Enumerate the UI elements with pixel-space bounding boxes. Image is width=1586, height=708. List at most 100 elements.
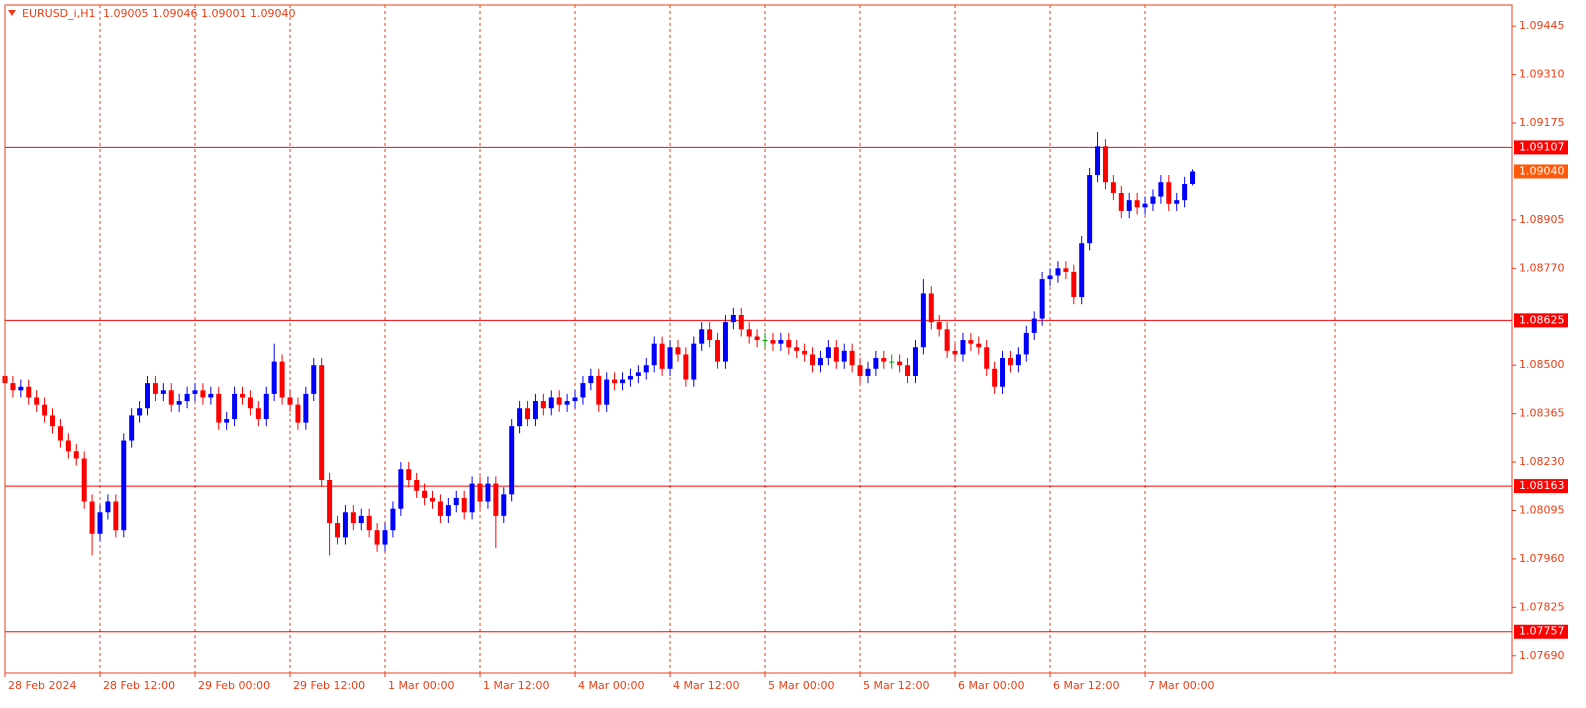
candle-body — [358, 515, 364, 524]
candle-body — [960, 340, 966, 355]
candle-body — [778, 340, 784, 344]
candle-body — [350, 512, 356, 524]
candle-body — [968, 340, 974, 344]
candle-body — [445, 505, 451, 516]
x-tick-label: 1 Mar 00:00 — [388, 679, 454, 692]
candle-body — [1190, 171, 1196, 185]
candle-body — [366, 515, 372, 531]
level-label: 1.09107 — [1519, 140, 1565, 153]
candle-body — [485, 483, 491, 502]
y-tick-label: 1.09175 — [1519, 116, 1565, 129]
candle-body — [430, 497, 436, 502]
x-tick-label: 28 Feb 2024 — [8, 679, 76, 692]
candle-body — [1110, 182, 1116, 193]
candle-body — [319, 365, 325, 480]
candle-body — [287, 397, 293, 405]
candle-body — [1039, 279, 1045, 319]
candle-body — [255, 408, 261, 420]
candle-body — [295, 404, 301, 423]
candle-body — [208, 393, 214, 398]
level-label-box — [1514, 479, 1568, 494]
candle-body — [667, 347, 673, 369]
candle-body — [137, 408, 143, 416]
candle-body — [406, 469, 412, 480]
candle-body — [461, 497, 467, 513]
candle-body — [912, 347, 918, 376]
candle-body — [129, 415, 135, 441]
candle-body — [1079, 243, 1085, 298]
candle-body — [247, 397, 253, 409]
candle-body — [240, 393, 246, 398]
plot-area — [2, 5, 1512, 673]
y-tick-label: 1.08230 — [1519, 455, 1565, 468]
candle-body — [327, 479, 333, 524]
candle-body — [1095, 146, 1101, 176]
level-label: 1.07757 — [1519, 625, 1565, 638]
level-label-box — [1514, 313, 1568, 328]
candle-body — [65, 440, 71, 452]
candle-body — [651, 343, 657, 366]
candle-body — [390, 508, 396, 531]
candle-body — [1023, 332, 1029, 355]
candle-body — [635, 372, 641, 376]
candle-body — [817, 358, 823, 366]
y-tick-label: 1.07690 — [1519, 649, 1565, 662]
level-label-box — [1514, 624, 1568, 639]
candle-body — [976, 343, 982, 348]
candle-body — [263, 393, 269, 420]
candle-body — [509, 426, 515, 495]
candle-body — [145, 383, 151, 409]
candle-body — [1158, 182, 1164, 197]
candle-body — [160, 390, 166, 394]
candle-body — [1118, 192, 1124, 211]
candle-body — [453, 497, 459, 506]
candle-body — [26, 386, 32, 398]
candle-body — [57, 426, 63, 441]
y-tick-label: 1.08365 — [1519, 407, 1565, 420]
candle-body — [477, 483, 483, 502]
candle-body — [303, 393, 309, 423]
candle-body — [683, 354, 689, 380]
candle-body — [1015, 354, 1021, 366]
y-tick-label: 1.08905 — [1519, 213, 1565, 226]
candle-body — [643, 365, 649, 373]
symbol-title: EURUSD_i,H1 — [22, 7, 95, 20]
candle-body — [73, 451, 79, 459]
candle-body — [936, 322, 942, 330]
candle-body — [1126, 200, 1132, 211]
candle-body — [1174, 200, 1180, 204]
candle-body — [564, 401, 570, 405]
candle-body — [873, 358, 879, 369]
candle-body — [224, 419, 230, 423]
candle-body — [382, 530, 388, 545]
candle-body — [335, 523, 341, 538]
x-tick-label: 29 Feb 00:00 — [198, 679, 270, 692]
candle-body — [722, 322, 728, 362]
candle-body — [825, 347, 831, 359]
candle-body — [762, 340, 768, 342]
candle-body — [952, 350, 958, 355]
candle-body — [754, 336, 760, 341]
candle-body — [1071, 271, 1077, 298]
candle-body — [794, 347, 800, 351]
collapse-arrow[interactable] — [8, 10, 16, 16]
candle-body — [596, 375, 602, 405]
candle-body — [184, 393, 190, 402]
candle-body — [10, 383, 16, 391]
candle-body — [216, 393, 222, 423]
candle-body — [279, 361, 285, 398]
candle-body — [1182, 184, 1188, 201]
candle-body — [802, 350, 808, 355]
candle-body — [192, 390, 198, 394]
candle-body — [532, 401, 538, 420]
x-tick-label: 5 Mar 12:00 — [863, 679, 929, 692]
candle-body — [1142, 203, 1148, 208]
candle-body — [1031, 318, 1037, 333]
candle-body — [841, 350, 847, 362]
candle-body — [414, 479, 420, 491]
candle-body — [992, 368, 998, 387]
candle-body — [627, 375, 633, 380]
candle-body — [437, 501, 443, 516]
candle-body — [81, 458, 87, 502]
